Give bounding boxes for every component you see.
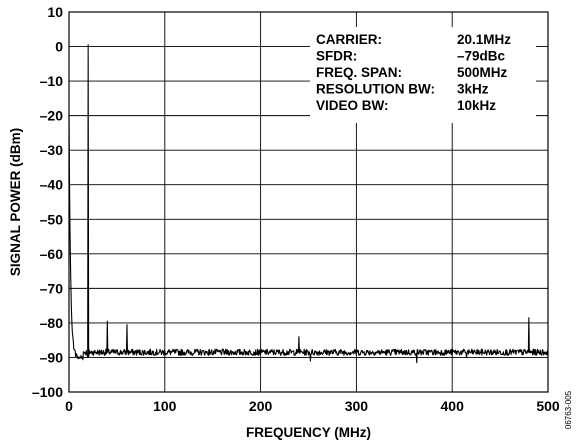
annotation-value: 3kHz xyxy=(457,82,489,97)
x-tick-label: 500 xyxy=(536,398,560,414)
annotation-value: –79dBc xyxy=(457,49,506,64)
y-tick-label: –90 xyxy=(40,349,64,365)
x-tick-label: 300 xyxy=(345,398,369,414)
annotation-label: SFDR: xyxy=(316,49,357,64)
x-tick-labels: 0 100 200 300 400 500 xyxy=(65,398,560,414)
annotation-value: 500MHz xyxy=(457,65,508,80)
figure-id: 06763-005 xyxy=(564,390,573,429)
y-tick-label: –20 xyxy=(40,108,64,124)
x-axis-title: FREQUENCY (MHz) xyxy=(246,425,371,440)
annotation-value: 10kHz xyxy=(457,98,496,113)
y-axis-title: SIGNAL POWER (dBm) xyxy=(8,128,23,276)
annotation-background xyxy=(310,27,536,123)
annotation-label: VIDEO BW: xyxy=(316,98,389,113)
annotation-box: CARRIER: 20.1MHz SFDR: –79dBc FREQ. SPAN: 500… xyxy=(310,27,536,123)
y-tick-label: –70 xyxy=(40,280,64,296)
y-tick-label: –50 xyxy=(40,211,64,227)
x-tick-label: 200 xyxy=(249,398,273,414)
spectrum-trace xyxy=(68,44,549,364)
x-tick-label: 0 xyxy=(65,398,73,414)
y-tick-label: –60 xyxy=(40,246,64,262)
plot-frame xyxy=(68,11,549,393)
annotation-label: CARRIER: xyxy=(316,32,382,47)
y-tick-label: –40 xyxy=(40,177,64,193)
y-tick-label: 10 xyxy=(47,4,63,20)
y-tick-label: 0 xyxy=(55,39,63,55)
annotation-rows: CARRIER: 20.1MHz SFDR: –79dBc FREQ. SPAN: 500… xyxy=(316,32,511,113)
annotation-value: 20.1MHz xyxy=(457,32,511,47)
y-tick-labels: 10 0 –10 –20 –30 –40 –50 –60 –70 –80 –90 –100 xyxy=(32,4,63,400)
annotation-label: RESOLUTION BW: xyxy=(316,82,435,97)
annotation-label: FREQ. SPAN: xyxy=(316,65,402,80)
y-tick-label: –100 xyxy=(32,384,63,400)
y-tick-label: –80 xyxy=(40,315,64,331)
y-tick-label: –10 xyxy=(40,73,64,89)
x-tick-label: 400 xyxy=(441,398,465,414)
x-tick-label: 100 xyxy=(153,398,177,414)
y-tick-label: –30 xyxy=(40,142,64,158)
